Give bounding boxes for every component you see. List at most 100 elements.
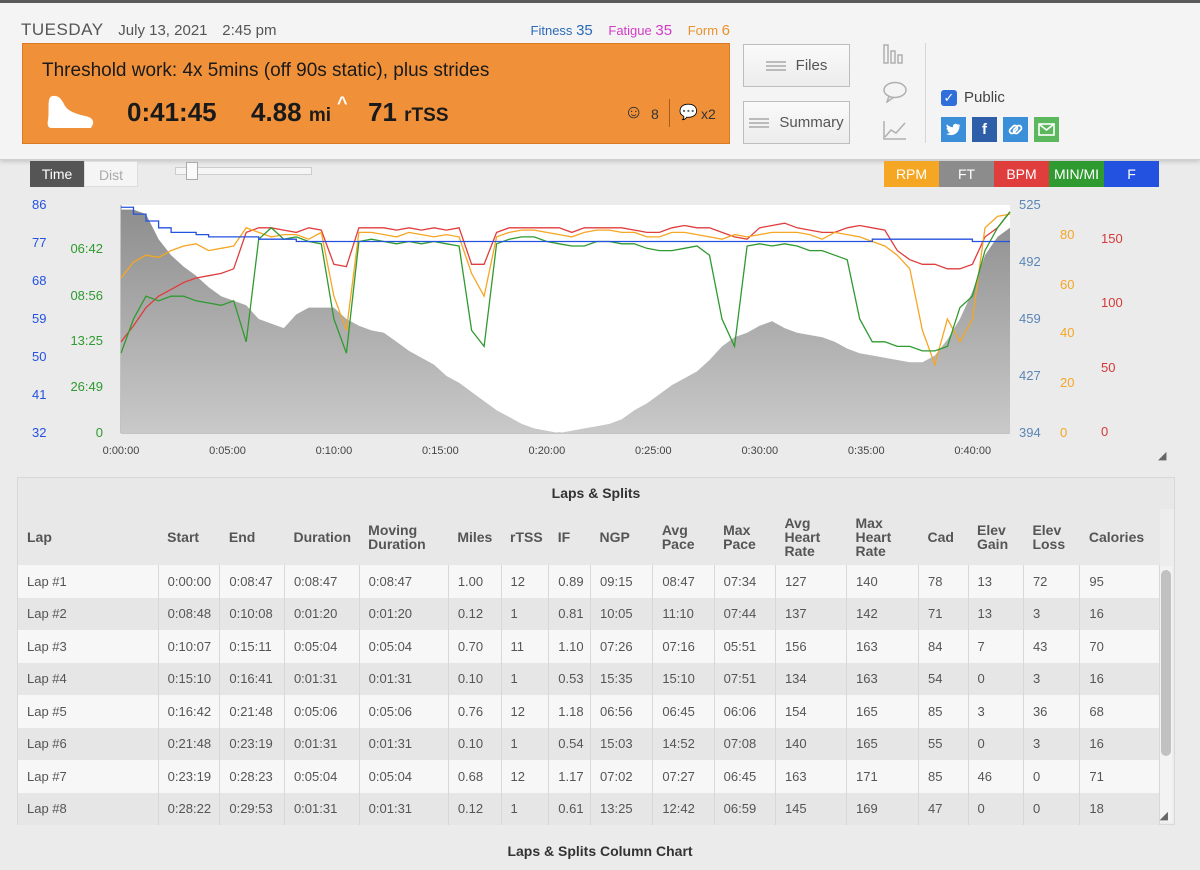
summary-button[interactable]: Summary: [743, 101, 850, 144]
channel-toggle-ft[interactable]: FT: [939, 161, 994, 187]
table-cell: 163: [846, 630, 920, 663]
table-cell: 165: [846, 695, 920, 728]
comment-bubble-icon[interactable]: [880, 81, 910, 119]
table-cell: 70: [1079, 630, 1160, 663]
table-cell: 36: [1023, 695, 1081, 728]
workout-summary-card[interactable]: Threshold work: 4x 5mins (off 90s static…: [22, 43, 730, 144]
column-header[interactable]: Calories: [1079, 509, 1160, 565]
table-cell: Lap #2: [18, 597, 159, 630]
link-icon[interactable]: [1003, 117, 1028, 142]
fatigue-metric: Fatigue 35: [602, 22, 672, 39]
table-row[interactable]: Lap #4 0:15:10 0:16:41 0:01:31 0:01:31 0.10 1 0…: [18, 662, 1160, 695]
table-cell: 07:16: [652, 630, 715, 663]
table-cell: 0:08:47: [359, 565, 449, 598]
smiley-feel-icon[interactable]: ☺: [624, 102, 644, 123]
table-cell: 71: [1079, 760, 1160, 793]
table-cell: Lap #7: [18, 760, 159, 793]
dist-toggle[interactable]: Dist: [84, 161, 138, 187]
scrollbar-thumb[interactable]: [1161, 570, 1171, 756]
table-cell: 0:08:47: [284, 565, 360, 598]
table-cell: 78: [918, 565, 969, 598]
table-row[interactable]: Lap #2 0:08:48 0:10:08 0:01:20 0:01:20 0.12 1 0…: [18, 597, 1160, 630]
table-row[interactable]: Lap #1 0:00:00 0:08:47 0:08:47 0:08:47 1.00 12…: [18, 565, 1160, 598]
table-cell: Lap #1: [18, 565, 159, 598]
table-cell: 0:05:06: [359, 695, 449, 728]
column-header[interactable]: Elev Loss: [1023, 509, 1080, 565]
email-icon[interactable]: [1034, 117, 1059, 142]
table-body: Lap #1 0:00:00 0:08:47 0:08:47 0:08:47 1.00 12…: [18, 565, 1160, 825]
column-header[interactable]: Avg Pace: [652, 509, 715, 565]
facebook-icon[interactable]: f: [972, 117, 997, 142]
table-scrollbar[interactable]: [1160, 566, 1172, 822]
bar-chart-icon[interactable]: [880, 43, 910, 81]
column-header[interactable]: Cad: [918, 509, 968, 565]
caret-up-icon[interactable]: ^: [337, 93, 348, 113]
column-header[interactable]: Moving Duration: [359, 509, 449, 565]
table-cell: 0.12: [448, 597, 502, 630]
public-label: Public: [964, 89, 1005, 106]
divider: [669, 99, 670, 127]
running-shoe-icon: [47, 95, 94, 128]
column-header[interactable]: Avg Heart Rate: [775, 509, 847, 565]
x-tick-label: 0:35:00: [848, 445, 885, 457]
column-header[interactable]: NGP: [590, 509, 653, 565]
table-cell: 05:51: [714, 630, 776, 663]
column-header[interactable]: Lap: [18, 509, 159, 565]
chart-resize-handle-icon[interactable]: ◢: [1158, 450, 1167, 462]
y-tick-heart: 150: [1101, 231, 1123, 246]
column-header[interactable]: Max Heart Rate: [846, 509, 919, 565]
column-header[interactable]: IF: [548, 509, 591, 565]
table-row[interactable]: Lap #5 0:16:42 0:21:48 0:05:06 0:05:06 0.76 12…: [18, 695, 1160, 728]
workout-title[interactable]: Threshold work: 4x 5mins (off 90s static…: [42, 60, 490, 81]
resize-handle-icon[interactable]: ◢: [1159, 810, 1168, 822]
table-row[interactable]: Lap #7 0:23:19 0:28:23 0:05:04 0:05:04 0.68 12…: [18, 760, 1160, 793]
table-cell: 06:56: [590, 695, 654, 728]
y-tick-elevation: 492: [1019, 254, 1041, 269]
table-cell: 3: [1023, 597, 1081, 630]
zoom-slider[interactable]: [175, 162, 312, 180]
y-tick-pace: 06:42: [70, 241, 103, 256]
line-chart-icon[interactable]: [880, 119, 910, 157]
twitter-icon[interactable]: [941, 117, 966, 142]
channel-toggle-bpm[interactable]: BPM: [994, 161, 1049, 187]
y-tick-temp: 77: [32, 235, 46, 250]
table-cell: 0:01:31: [359, 662, 449, 695]
channel-toggle-rpm[interactable]: RPM: [884, 161, 939, 187]
column-header[interactable]: Start: [158, 509, 220, 565]
slider-knob[interactable]: [186, 162, 198, 180]
table-row[interactable]: Lap #6 0:21:48 0:23:19 0:01:31 0:01:31 0.10 1 0…: [18, 727, 1160, 760]
feel-count: 8: [651, 106, 659, 122]
x-tick-label: 0:25:00: [635, 445, 672, 457]
public-checkbox[interactable]: ✓: [941, 89, 957, 106]
y-tick-temp: 50: [32, 349, 46, 364]
table-row[interactable]: Lap #8 0:28:22 0:29:53 0:01:31 0:01:31 0.12 1 0…: [18, 792, 1160, 825]
column-header[interactable]: Max Pace: [714, 509, 776, 565]
fatigue-label: Fatigue: [608, 23, 652, 38]
column-header[interactable]: rTSS: [501, 509, 549, 565]
column-header[interactable]: Elev Gain: [968, 509, 1024, 565]
files-button[interactable]: Files: [743, 44, 850, 87]
table-row[interactable]: Lap #3 0:10:07 0:15:11 0:05:04 0:05:04 0.70 11…: [18, 630, 1160, 663]
column-header[interactable]: End: [219, 509, 285, 565]
workout-chart[interactable]: 0:00:00 0:05:00 0:10:00 0:15:00 0:20:00 0:25:…: [0, 190, 1200, 470]
comments-icon[interactable]: 💬: [679, 104, 698, 121]
y-tick-heart: 50: [1101, 360, 1115, 375]
tss-stat: 71 rTSS: [368, 97, 449, 128]
fitness-label: Fitness: [530, 23, 573, 38]
time-toggle[interactable]: Time: [30, 161, 84, 187]
table-cell: 72: [1023, 565, 1081, 598]
channel-toggle-f[interactable]: F: [1104, 161, 1159, 187]
table-cell: 16: [1079, 727, 1160, 760]
y-tick-pace: 08:56: [70, 288, 103, 303]
table-cell: 16: [1079, 597, 1160, 630]
fitness-metric: Fitness 35: [525, 22, 593, 39]
table-cell: 07:26: [590, 630, 654, 663]
table-cell: 85: [918, 695, 969, 728]
column-header[interactable]: Miles: [448, 509, 502, 565]
form-label: Form: [687, 23, 719, 38]
column-header[interactable]: Duration: [284, 509, 360, 565]
tss-value: 71: [368, 97, 397, 127]
share-buttons: f: [941, 117, 1059, 142]
channel-toggle-minmi[interactable]: MIN/MI: [1049, 161, 1104, 187]
public-toggle[interactable]: ✓ Public: [941, 89, 1005, 106]
